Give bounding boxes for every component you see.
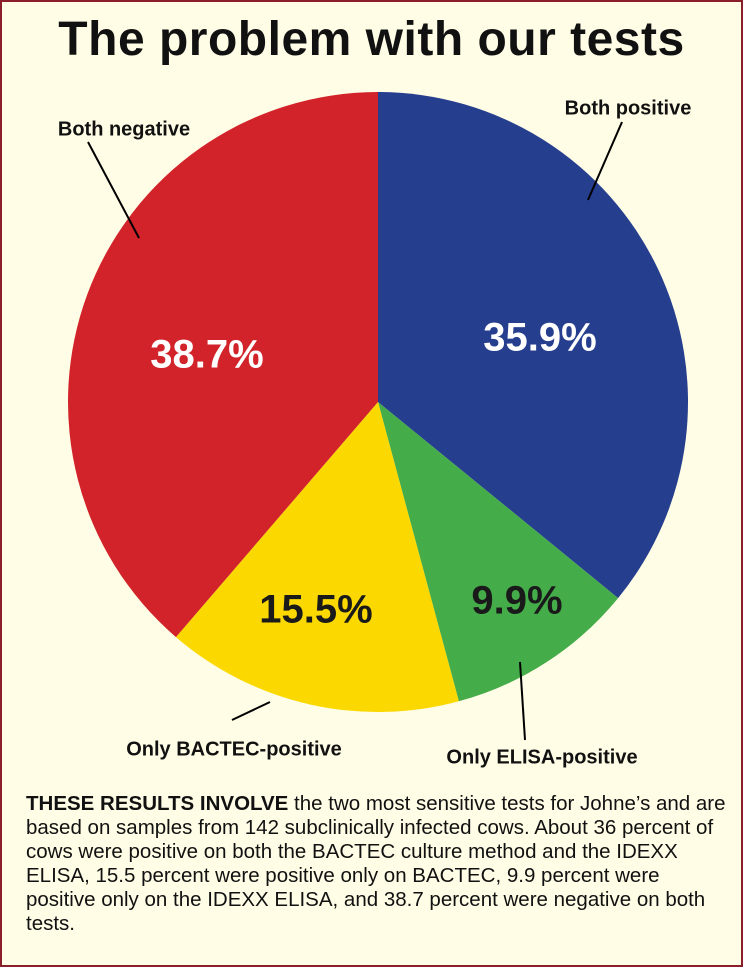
leader-line-only-elisa-positive bbox=[519, 661, 526, 741]
pie-slice-both-positive bbox=[378, 92, 688, 599]
pie-slice-both-negative bbox=[67, 91, 378, 638]
pie-chart: 35.9% Both positive 9.9% Only ELISA-positiv… bbox=[58, 91, 692, 768]
value-label-both-positive: 35.9% bbox=[483, 316, 596, 360]
slice-label-both-negative: Both negative bbox=[58, 118, 190, 140]
pie-slice-only-bactec-positive bbox=[175, 402, 459, 712]
chart-title: The problem with our tests bbox=[58, 13, 685, 66]
value-label-only-elisa-positive: 9.9% bbox=[471, 579, 562, 623]
leader-line-both-negative bbox=[87, 141, 140, 239]
caption: THESE RESULTS INVOLVE the two most sensi… bbox=[26, 792, 726, 936]
leader-line-both-positive bbox=[587, 121, 623, 201]
caption-text: the two most sensitive tests for Johne’s… bbox=[26, 792, 726, 935]
caption-lead: THESE RESULTS INVOLVE bbox=[26, 792, 289, 815]
slice-label-only-bactec-positive: Only BACTEC-positive bbox=[126, 738, 342, 760]
leader-line-only-bactec-positive bbox=[231, 701, 271, 721]
value-label-only-bactec-positive: 15.5% bbox=[259, 588, 372, 632]
slice-label-both-positive: Both positive bbox=[565, 97, 692, 119]
pie-slice-only-elisa-positive bbox=[378, 402, 619, 702]
slice-label-only-elisa-positive: Only ELISA-positive bbox=[446, 746, 637, 768]
value-label-both-negative: 38.7% bbox=[150, 333, 263, 377]
